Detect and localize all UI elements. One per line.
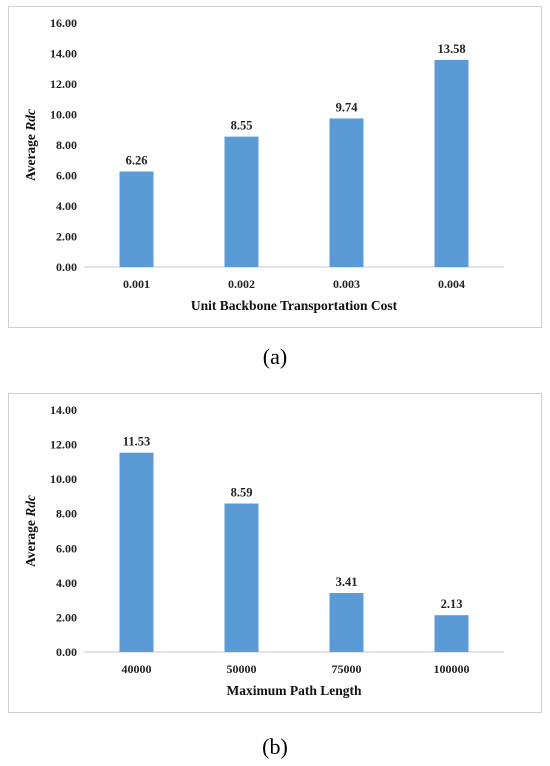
y-tick-label: 12.00 xyxy=(50,77,77,91)
y-axis-title-variable: Rdc xyxy=(23,495,38,518)
caption-a: (a) xyxy=(262,344,288,369)
data-label: 9.74 xyxy=(336,100,359,114)
bar xyxy=(224,136,259,267)
y-tick-label: 16.00 xyxy=(50,16,77,30)
x-axis-title: Unit Backbone Transportation Cost xyxy=(191,298,398,313)
bar xyxy=(434,615,469,652)
x-tick-label: 50000 xyxy=(227,662,257,676)
y-tick-label: 4.00 xyxy=(56,576,77,590)
bar xyxy=(434,59,469,267)
y-tick-label: 8.00 xyxy=(56,507,77,521)
x-tick-label: 0.003 xyxy=(333,277,360,291)
bar xyxy=(119,452,154,652)
y-tick-label: 4.00 xyxy=(56,199,77,213)
y-axis-title-prefix: Average xyxy=(23,517,38,567)
data-label: 11.53 xyxy=(123,435,150,449)
y-tick-label: 14.00 xyxy=(50,403,77,417)
data-label: 6.26 xyxy=(126,154,148,168)
y-tick-label: 12.00 xyxy=(50,438,77,452)
x-tick-label: 0.004 xyxy=(438,277,465,291)
x-axis-title: Maximum Path Length xyxy=(227,683,362,698)
x-tick-label: 100000 xyxy=(434,662,470,676)
y-tick-label: 0.00 xyxy=(56,260,77,274)
bar-chart-b: 0.00 2.00 4.00 6.00 8.00 10.00 12.00 14.00 11.53… xyxy=(23,403,504,698)
data-label: 8.55 xyxy=(231,119,253,133)
data-label: 3.41 xyxy=(336,575,358,589)
data-label: 13.58 xyxy=(437,42,465,56)
y-axis-title: Average Rdc xyxy=(23,109,38,181)
caption-b: (b) xyxy=(262,734,288,759)
y-tick-label: 0.00 xyxy=(56,645,77,659)
y-axis-title-variable: Rdc xyxy=(23,109,38,132)
y-tick-label: 10.00 xyxy=(50,108,77,122)
x-tick-label: 0.001 xyxy=(123,277,150,291)
bar xyxy=(224,503,259,652)
y-axis-title-prefix: Average xyxy=(23,131,38,181)
y-tick-label: 10.00 xyxy=(50,472,77,486)
x-tick-label: 40000 xyxy=(122,662,152,676)
y-tick-label: 6.00 xyxy=(56,541,77,555)
chart-panel-b: 0.00 2.00 4.00 6.00 8.00 10.00 12.00 14.00 11.53… xyxy=(8,393,542,713)
chart-panel-a: 0.00 2.00 4.00 6.00 8.00 10.00 12.00 14.00 16.00… xyxy=(8,6,542,328)
y-tick-label: 2.00 xyxy=(56,230,77,244)
data-label: 8.59 xyxy=(231,486,253,500)
y-tick-label: 14.00 xyxy=(50,47,77,61)
x-tick-label: 75000 xyxy=(332,662,362,676)
y-tick-label: 6.00 xyxy=(56,169,77,183)
y-tick-label: 8.00 xyxy=(56,138,77,152)
y-tick-label: 2.00 xyxy=(56,610,77,624)
x-tick-label: 0.002 xyxy=(228,277,255,291)
bar xyxy=(329,593,364,652)
data-label: 2.13 xyxy=(441,597,463,611)
bar xyxy=(119,171,154,267)
bar xyxy=(329,118,364,267)
y-axis-title: Average Rdc xyxy=(23,495,38,567)
bar-chart-a: 0.00 2.00 4.00 6.00 8.00 10.00 12.00 14.00 16.00… xyxy=(23,16,504,313)
